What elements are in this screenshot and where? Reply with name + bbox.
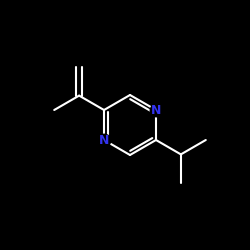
Text: N: N: [151, 104, 161, 117]
Text: N: N: [99, 134, 109, 146]
